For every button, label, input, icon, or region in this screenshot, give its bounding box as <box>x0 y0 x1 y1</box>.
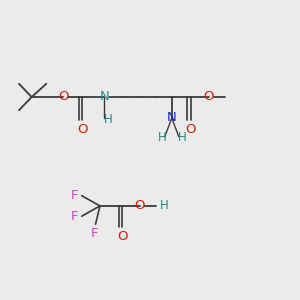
Text: H: H <box>104 112 113 126</box>
Text: H: H <box>158 131 166 144</box>
Text: O: O <box>134 199 145 212</box>
Text: H: H <box>177 131 186 144</box>
Text: N: N <box>100 90 109 103</box>
Text: O: O <box>77 123 88 136</box>
Text: F: F <box>91 227 98 240</box>
Text: O: O <box>117 230 127 243</box>
Text: O: O <box>185 123 196 136</box>
Text: F: F <box>71 189 78 202</box>
Text: F: F <box>71 210 78 223</box>
Text: O: O <box>58 91 68 103</box>
Text: N: N <box>167 111 177 124</box>
Text: O: O <box>204 90 214 103</box>
Text: H: H <box>159 199 168 212</box>
